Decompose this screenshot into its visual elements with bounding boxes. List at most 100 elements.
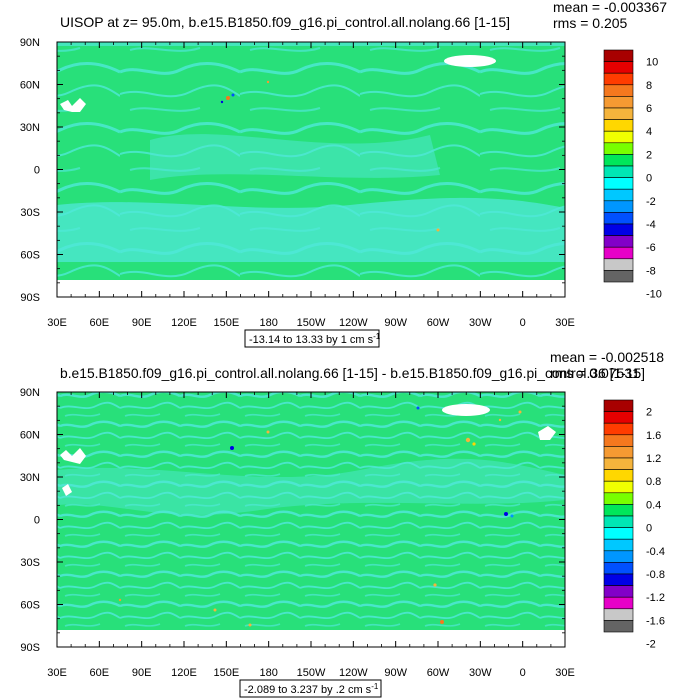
colorbar-label: 1.6	[646, 430, 661, 442]
panel-2-rms: rms = 0.07531	[550, 365, 640, 381]
colorbar-box	[603, 235, 634, 248]
panel-1-range-sup: -1	[373, 332, 381, 341]
y-tick-label: 60S	[20, 250, 40, 262]
panel-2-ocean-texture	[57, 392, 565, 630]
panel-1-range-box: -13.14 to 13.33 by 1 cm s-1	[244, 329, 381, 348]
colorbar-box	[603, 411, 634, 424]
x-tick-label: 150W	[297, 317, 326, 329]
colorbar-box	[603, 562, 634, 575]
x-tick-label: 90W	[384, 317, 407, 329]
x-tick-label: 30W	[469, 317, 492, 329]
panel-2-x-ticks: 30E 60E 90E 120E 150E 180 150W 120W 90W 60W 30W 0 30…	[47, 392, 575, 679]
y-tick-label: 30S	[20, 557, 40, 569]
colorbar-label: 8	[646, 80, 652, 92]
panel-2-colorbar: 2 1.6 1.2 0.8 0.4 0 -0.4 -0.8 -1.2 -1.6 -2	[603, 399, 665, 651]
panel-1-central-pacific-band	[150, 134, 440, 180]
panel-2-mean: mean = -0.002518	[550, 349, 664, 365]
colorbar-box	[603, 608, 634, 621]
x-tick-label: 60E	[90, 317, 110, 329]
panel-1-rms: rms = 0.205	[553, 15, 628, 31]
panel-1-y-ticks: 90N 60N 30N 0 30S 60S 90S	[20, 37, 565, 304]
x-tick-label: 90E	[132, 317, 152, 329]
colorbar-box	[603, 165, 634, 178]
colorbar-box	[603, 142, 634, 155]
colorbar-box	[603, 72, 634, 86]
colorbar-box	[603, 446, 634, 459]
x-tick-label: 120E	[171, 317, 197, 329]
colorbar-label: 0.4	[646, 499, 661, 511]
panel-2-range-label: -2.089 to 3.237 by .2 cm s	[244, 684, 372, 696]
x-tick-label: 30E	[555, 667, 575, 679]
y-tick-label: 30N	[20, 122, 40, 134]
panel-1-title: UISOP at z= 95.0m, b.e15.B1850.f09_g16.p…	[60, 14, 510, 30]
colorbar-label: 0	[646, 523, 652, 535]
colorbar-box	[603, 61, 634, 74]
colorbar-box	[603, 538, 634, 552]
y-tick-label: 0	[34, 515, 40, 527]
x-tick-label: 0	[520, 317, 526, 329]
x-tick-label: 90W	[384, 667, 407, 679]
panel-1-caspian	[60, 98, 86, 112]
panel-1: UISOP at z= 95.0m, b.e15.B1850.f09_g16.p…	[20, 0, 667, 348]
x-tick-label: 180	[259, 317, 277, 329]
colorbar-box	[603, 107, 634, 120]
panel-2-white-islet	[62, 484, 72, 496]
panel-2-range-sup: -1	[371, 682, 379, 691]
colorbar-box	[603, 188, 634, 202]
x-tick-label: 150W	[297, 667, 326, 679]
colorbar-box	[603, 596, 634, 610]
colorbar-label: -0.4	[646, 546, 665, 558]
x-tick-label: 180	[259, 667, 277, 679]
panel-2-hudson-patch	[538, 426, 556, 440]
colorbar-box	[603, 480, 634, 494]
colorbar-box	[603, 177, 634, 190]
y-tick-label: 60N	[20, 80, 40, 92]
panel-2: mean = -0.002518 rms = 0.07531 b.e15.B18…	[20, 349, 665, 698]
svg-text:-2.089 to 3.237 by .2 cm s-1: -2.089 to 3.237 by .2 cm s-1	[244, 682, 379, 696]
x-tick-label: 0	[520, 667, 526, 679]
x-tick-label: 120W	[339, 317, 368, 329]
x-tick-label: 60W	[427, 317, 450, 329]
colorbar-box	[603, 550, 634, 563]
x-tick-label: 90E	[132, 667, 152, 679]
x-tick-label: 30E	[555, 317, 575, 329]
x-tick-label: 30E	[47, 317, 67, 329]
colorbar-box	[603, 585, 634, 598]
y-tick-label: 60S	[20, 600, 40, 612]
colorbar-box	[603, 504, 634, 517]
colorbar-box	[603, 200, 634, 213]
colorbar-label: -6	[646, 242, 656, 254]
colorbar-box	[603, 434, 634, 447]
y-tick-label: 60N	[20, 430, 40, 442]
colorbar-box	[603, 457, 634, 470]
y-tick-label: 90N	[20, 37, 40, 49]
panel-1-greenland	[444, 55, 496, 67]
x-tick-label: 120E	[171, 667, 197, 679]
colorbar-label: 2	[646, 149, 652, 161]
x-tick-label: 120W	[339, 667, 368, 679]
panel-2-anomaly-spots	[118, 406, 522, 627]
colorbar-box	[603, 469, 634, 482]
colorbar-box	[603, 212, 634, 225]
panel-1-colorbar: 10 8 6 4 2 0 -2 -4 -6 -8 -10	[603, 49, 662, 301]
x-tick-label: 150E	[213, 317, 239, 329]
x-tick-label: 30W	[469, 667, 492, 679]
panel-2-tropical-band	[57, 458, 565, 515]
panel-2-y-ticks: 90N 60N 30N 0 30S 60S 90S	[20, 387, 565, 654]
x-tick-label: 30E	[47, 667, 67, 679]
panel-1-map: 30E 60E 90E 120E 150E 180 150W 120W 90W 60W 30W 0 30…	[20, 37, 575, 329]
colorbar-label: 0	[646, 173, 652, 185]
panel-2-title: b.e15.B1850.f09_g16.pi_control.all.nolan…	[60, 365, 645, 381]
colorbar-label: 4	[646, 126, 652, 138]
panel-2-range-box: -2.089 to 3.237 by .2 cm s-1	[239, 679, 382, 698]
x-tick-label: 60W	[427, 667, 450, 679]
colorbar-box	[603, 527, 634, 540]
panel-1-mean: mean = -0.003367	[553, 0, 667, 15]
colorbar-box	[603, 130, 634, 144]
svg-text:-13.14 to 13.33 by 1 cm s-1: -13.14 to 13.33 by 1 cm s-1	[249, 332, 381, 346]
y-tick-label: 90S	[20, 642, 40, 654]
colorbar-box	[603, 49, 634, 62]
colorbar-label: -10	[646, 289, 662, 301]
colorbar-box	[603, 515, 634, 528]
